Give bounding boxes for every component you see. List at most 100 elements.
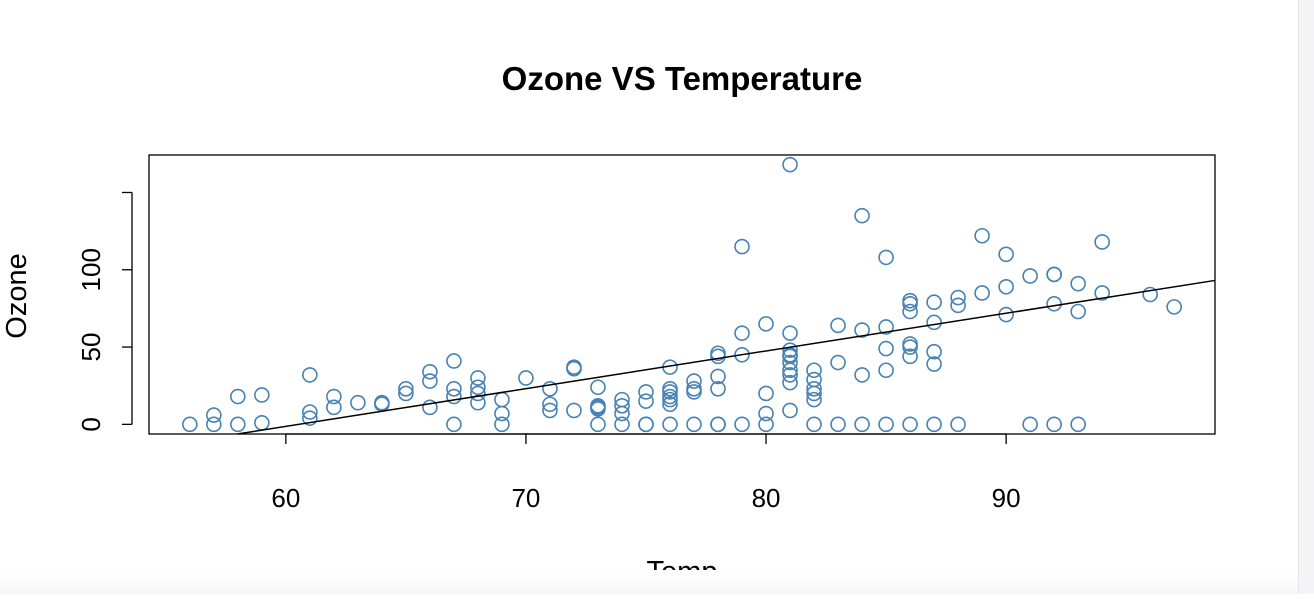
data-point [806,416,822,433]
data-point [518,370,534,386]
data-point [494,391,510,408]
data-point [734,346,750,363]
data-point [494,416,510,433]
data-point [1070,275,1086,292]
x-tick-label: 70 [511,483,540,513]
data-point [830,354,846,371]
data-point [470,370,486,386]
data-point [830,416,846,433]
data-point [1070,416,1086,433]
data-point [950,289,966,306]
data-point [878,319,894,335]
data-point [998,246,1014,263]
data-point [398,380,414,397]
data-point [566,402,582,419]
data-point [446,416,462,433]
y-tick-label: 0 [76,417,106,431]
data-point [302,410,318,426]
data-point [902,295,918,312]
data-point [326,399,342,416]
data-point [758,416,774,433]
data-point [710,368,726,385]
data-point [614,416,630,433]
data-point [782,374,798,391]
data-point [614,397,630,414]
data-point [806,391,822,408]
data-point [782,367,798,383]
data-point [470,379,486,396]
data-point [590,401,606,417]
regression-line [237,279,1216,435]
data-point [182,416,198,433]
data-point [326,388,342,405]
x-tick-label: 80 [752,483,781,513]
data-point [782,325,798,341]
data-point [974,227,990,244]
data-point [926,314,942,331]
data-point [542,396,558,413]
data-point [710,348,726,365]
data-point [662,391,678,408]
data-point [662,396,678,413]
data-point [446,353,462,369]
data-point [1022,416,1038,433]
data-point [830,317,846,334]
data-point [710,380,726,397]
data-point [1142,286,1158,303]
data-point [854,322,870,338]
data-point [686,384,702,400]
data-point [782,362,798,379]
data-point [422,399,438,416]
data-point [758,385,774,402]
data-point [902,303,918,320]
data-point [398,385,414,402]
data-point [638,384,654,400]
line-layer [237,279,1216,435]
axis-layer: 60 70 80 90 0 50 100 [76,191,1021,513]
data-point [734,416,750,433]
data-point [422,363,438,380]
data-point [638,393,654,409]
data-point [1046,416,1062,433]
data-point [950,416,966,433]
data-point [782,354,798,371]
data-point [254,387,270,403]
data-point [1070,303,1086,320]
data-point [302,404,318,420]
data-point [230,388,246,405]
data-point [206,416,222,433]
data-point [758,316,774,332]
x-tick-label: 60 [271,483,300,513]
data-point [926,343,942,360]
data-point [470,394,486,411]
data-point [878,416,894,433]
data-point [470,385,486,402]
data-point [422,373,438,389]
data-point [902,416,918,433]
data-point [590,379,606,396]
y-axis-label: Ozone [1,253,33,338]
data-point [782,402,798,419]
data-point [1046,295,1062,312]
data-point [878,249,894,266]
data-point [566,360,582,377]
data-point [350,394,366,411]
data-point [734,238,750,255]
chart-title: Ozone VS Temperature [502,60,863,97]
data-point [734,325,750,341]
data-point [902,348,918,365]
data-point [1022,268,1038,284]
data-point [950,297,966,314]
data-point [926,294,942,311]
data-point [590,416,606,433]
data-point [1046,266,1062,283]
points-layer [182,156,1182,433]
data-point [1094,234,1110,250]
data-point [926,416,942,433]
data-point [806,385,822,402]
data-point [1094,285,1110,301]
data-point [974,285,990,301]
data-point [230,416,246,433]
data-point [854,207,870,224]
